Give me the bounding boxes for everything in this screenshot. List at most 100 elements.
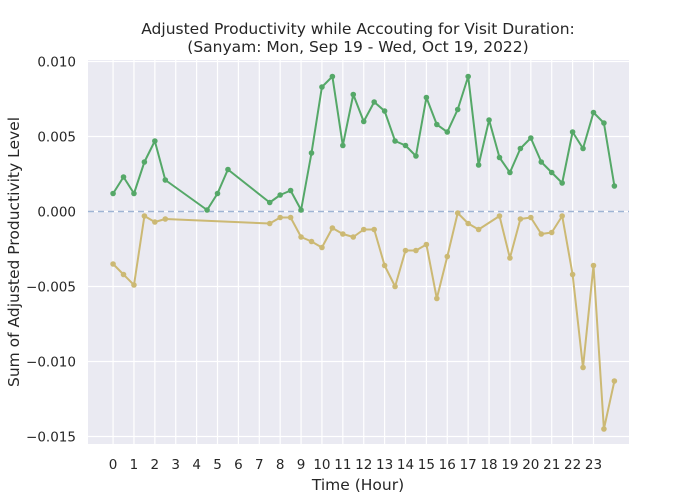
x-tick-label: 4: [192, 457, 201, 473]
series-2-point: [444, 253, 451, 260]
series-1-point: [308, 150, 315, 156]
series-1-point: [298, 207, 304, 213]
x-tick-label: 22: [564, 457, 581, 473]
series-2-point: [329, 225, 336, 231]
series-1-point: [486, 117, 492, 123]
series-1-point: [360, 118, 367, 125]
series-1-point: [152, 138, 158, 144]
series-2-point: [162, 216, 169, 222]
y-tick-label: −0.015: [26, 430, 76, 446]
y-axis-label: Sum of Adjusted Productivity Level: [5, 117, 23, 387]
series-1-point: [528, 135, 534, 141]
series-1-point: [287, 187, 294, 194]
series-1-point: [319, 84, 325, 90]
series-2-point: [266, 220, 273, 227]
series-2-point: [360, 226, 367, 233]
series-1-point: [465, 73, 471, 80]
series-2-point: [381, 262, 388, 269]
x-tick-label: 23: [585, 457, 602, 473]
x-tick-label: 21: [543, 457, 560, 473]
x-tick-label: 0: [109, 457, 118, 473]
x-tick-label: 5: [213, 457, 222, 473]
x-tick-label: 18: [480, 457, 497, 473]
series-2-point: [141, 213, 148, 219]
x-tick-label: 13: [376, 457, 393, 473]
series-1-point: [350, 91, 357, 98]
x-tick-label: 8: [276, 457, 285, 473]
series-2-point: [454, 210, 461, 216]
chart-title-line1: Adjusted Productivity while Accouting fo…: [141, 20, 575, 38]
series-2-point: [340, 231, 346, 237]
series-2-point: [580, 364, 586, 371]
x-tick-label: 19: [501, 457, 518, 473]
series-2-point: [548, 229, 555, 236]
series-2-point: [569, 271, 576, 278]
x-axis-label: Time (Hour): [311, 476, 404, 494]
series-1-point: [141, 159, 148, 165]
y-tick-label: 0.005: [37, 130, 76, 146]
series-2-point: [308, 238, 315, 245]
series-1-point: [413, 153, 419, 159]
x-tick-label: 17: [460, 457, 477, 473]
x-tick-label: 12: [355, 457, 372, 473]
series-1-point: [517, 145, 524, 152]
plot-area: [88, 60, 629, 444]
series-1-point: [444, 129, 451, 135]
x-tick-label: 9: [297, 457, 306, 473]
series-1-point: [131, 190, 137, 197]
series-2-point: [110, 261, 116, 267]
series-1-point: [277, 192, 283, 198]
x-tick-label: 16: [439, 457, 456, 473]
series-2-point: [465, 220, 471, 227]
series-1-point: [434, 121, 440, 128]
series-1-point: [590, 109, 597, 116]
series-2-point: [298, 234, 304, 240]
y-tick-label: −0.010: [26, 355, 76, 371]
series-1-point: [381, 108, 388, 114]
series-1-point: [611, 183, 618, 189]
x-tick-label: 20: [522, 457, 539, 473]
series-1-point: [329, 73, 336, 80]
x-tick-label: 15: [418, 457, 435, 473]
series-1-point: [340, 142, 346, 149]
series-2-point: [350, 234, 357, 240]
x-tick-label: 6: [234, 457, 243, 473]
y-tick-label: 0.000: [37, 205, 76, 221]
chart-title-line2: (Sanyam: Mon, Sep 19 - Wed, Oct 19, 2022…: [187, 38, 528, 56]
series-2-point: [528, 214, 534, 221]
series-1-point: [548, 169, 555, 176]
series-1-point: [371, 99, 377, 105]
series-1-point: [204, 207, 210, 213]
y-tick-label: −0.005: [26, 280, 76, 296]
series-1-point: [225, 166, 231, 173]
series-2-point: [277, 214, 283, 221]
y-tick-label: 0.010: [37, 55, 76, 71]
series-2-point: [590, 262, 597, 269]
series-2-point: [413, 247, 419, 254]
x-tick-label: 3: [171, 457, 180, 473]
series-1-point: [454, 106, 461, 113]
x-tick-label: 11: [334, 457, 351, 473]
series-1-point: [601, 120, 607, 126]
series-2-point: [434, 295, 440, 302]
series-1-point: [402, 142, 409, 149]
series-2-point: [402, 247, 409, 254]
series-2-point: [601, 426, 607, 432]
series-2-point: [559, 213, 565, 219]
series-1-point: [569, 129, 576, 135]
series-1-point: [580, 145, 586, 152]
x-tick-label: 10: [313, 457, 330, 473]
series-layer: [110, 73, 618, 432]
series-1-point: [162, 177, 169, 183]
series-2-point: [120, 271, 127, 278]
series-1-point: [110, 190, 116, 197]
series-1-point: [120, 174, 127, 180]
series-2-point: [392, 283, 398, 290]
x-tick-label: 7: [255, 457, 264, 473]
series-1-point: [214, 190, 221, 197]
series-2-point: [152, 219, 158, 225]
series-1-point: [392, 138, 398, 144]
series-1-point: [559, 180, 565, 186]
